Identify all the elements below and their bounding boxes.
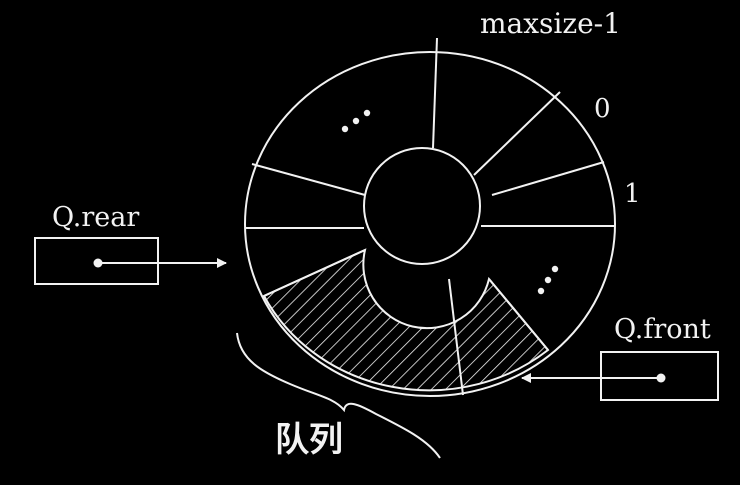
occupied-sector-hatched <box>262 248 550 392</box>
rear-pointer-box <box>34 237 159 285</box>
ellipsis-dots-upper <box>341 109 371 133</box>
label-index-zero: 0 <box>594 94 611 124</box>
front-pointer-box <box>600 351 719 401</box>
sector-dividers <box>246 37 614 396</box>
queue-brace <box>236 332 441 459</box>
rear-pointer-label: Q.rear <box>52 202 139 233</box>
label-maxsize-minus-one: maxsize-1 <box>480 7 621 40</box>
inner-ring <box>363 147 481 265</box>
ellipsis-dots-lower <box>537 265 559 295</box>
label-index-one: 1 <box>624 179 641 209</box>
front-pointer-label: Q.front <box>614 314 711 345</box>
queue-caption: 队列 <box>275 420 343 460</box>
outer-ring <box>244 51 616 397</box>
